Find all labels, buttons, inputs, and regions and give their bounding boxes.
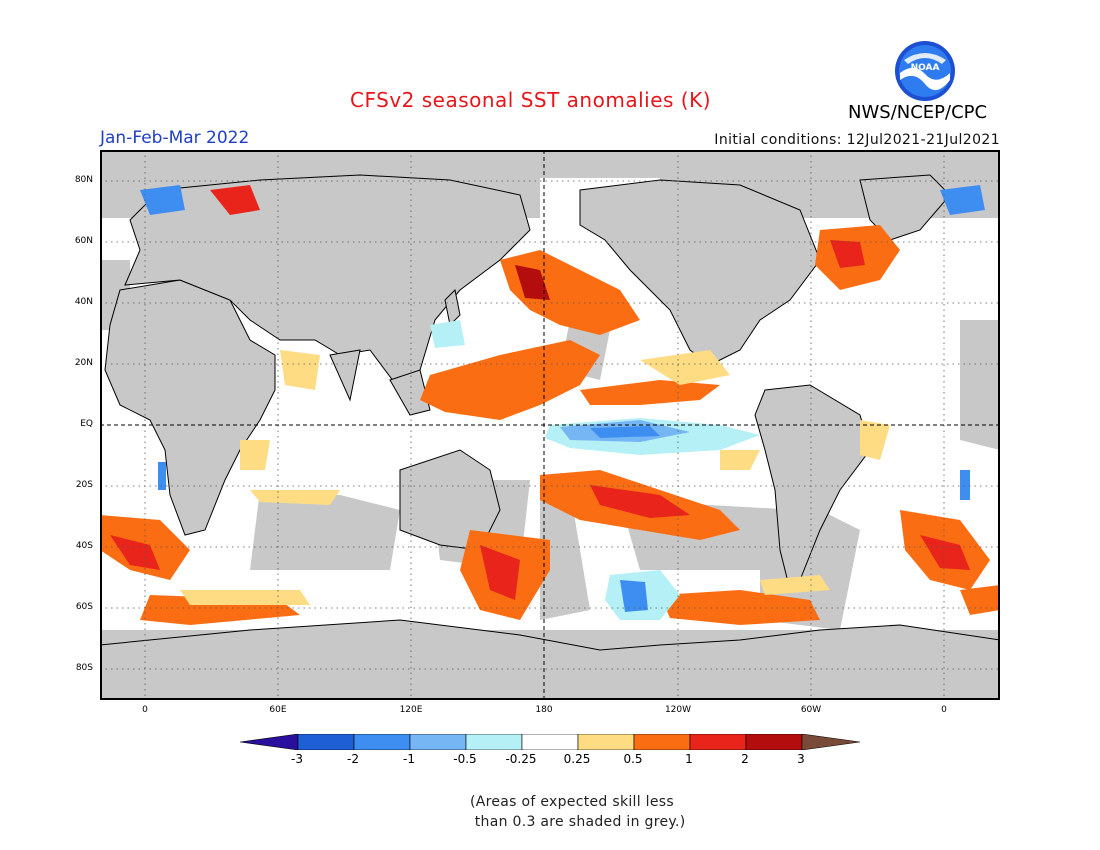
lon-label-0-east: 0 xyxy=(941,705,947,715)
agency-label: NWS/NCEP/CPC xyxy=(848,102,988,123)
mild-warm-anomalies xyxy=(180,350,890,605)
skill-footnote: (Areas of expected skill less than 0.3 a… xyxy=(470,794,686,830)
lon-label-120e: 120E xyxy=(399,705,423,715)
noaa-logo: NOAA xyxy=(895,41,955,101)
season-label: Jan-Feb-Mar 2022 xyxy=(100,128,250,148)
equator-and-dateline xyxy=(100,150,1000,700)
colorbar-label: 3 xyxy=(797,752,805,766)
lon-label-0-west: 0 xyxy=(142,705,148,715)
colorbar-segment xyxy=(745,734,803,750)
colorbar-segment xyxy=(577,734,635,750)
lat-label-60s: 60S xyxy=(75,602,93,612)
colorbar-segment xyxy=(240,734,299,750)
chart-title: CFSv2 seasonal SST anomalies (K) xyxy=(350,88,711,112)
map-frame xyxy=(100,150,1000,700)
lon-label-60e: 60E xyxy=(269,705,287,715)
lat-label-80s: 80S xyxy=(75,663,93,673)
lon-label-60w: 60W xyxy=(800,705,822,715)
colorbar-segment xyxy=(521,734,579,750)
cool-anomalies xyxy=(140,185,985,620)
lat-label-40s: 40S xyxy=(75,541,93,551)
colorbar-label: -2 xyxy=(347,752,359,766)
colorbar-label: -0.25 xyxy=(505,752,537,766)
colorbar-label: 0.25 xyxy=(563,752,591,766)
svg-text:NOAA: NOAA xyxy=(911,63,940,73)
colorbar-label: -3 xyxy=(291,752,303,766)
sst-anomaly-map xyxy=(100,150,1000,700)
lat-label-eq: EQ xyxy=(80,419,93,429)
colorbar xyxy=(240,734,861,750)
colorbar-segment xyxy=(297,734,355,750)
lon-label-120w: 120W xyxy=(664,705,692,715)
colorbar-segment xyxy=(409,734,467,750)
warm-anomalies xyxy=(100,185,1000,625)
colorbar-segment xyxy=(465,734,523,750)
lat-label-20n: 20N xyxy=(74,358,93,368)
colorbar-label: -1 xyxy=(403,752,415,766)
lat-label-40n: 40N xyxy=(74,297,93,307)
colorbar-label: 1 xyxy=(685,752,693,766)
colorbar-label: 2 xyxy=(741,752,749,766)
colorbar-label: 0.5 xyxy=(623,752,643,766)
lat-label-20s: 20S xyxy=(75,480,93,490)
colorbar-label: -0.5 xyxy=(453,752,477,766)
lon-label-180: 180 xyxy=(535,705,553,715)
continents xyxy=(100,174,1000,700)
colorbar-segment xyxy=(689,734,747,750)
colorbar-segment xyxy=(353,734,411,750)
colorbar-segment xyxy=(801,734,861,750)
initial-conditions-label: Initial conditions: 12Jul2021-21Jul2021 xyxy=(714,132,1000,148)
lat-label-60n: 60N xyxy=(74,236,93,246)
lat-label-80n: 80N xyxy=(74,175,93,185)
colorbar-segment xyxy=(633,734,691,750)
